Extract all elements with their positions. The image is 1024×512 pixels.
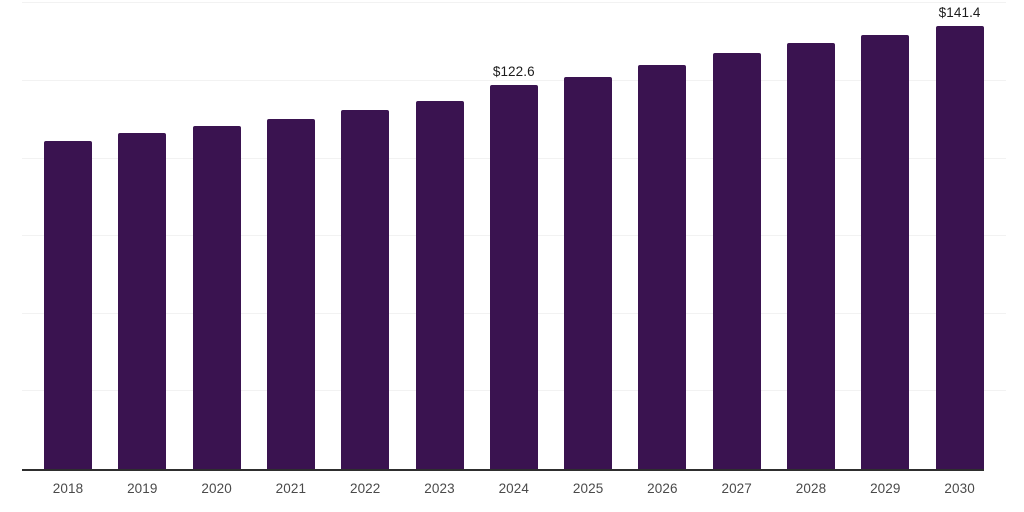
- x-tick-label: 2024: [498, 481, 530, 496]
- bar[interactable]: [935, 26, 984, 470]
- bar-group[interactable]: [118, 0, 167, 470]
- bar[interactable]: [638, 65, 687, 470]
- bar-group[interactable]: [266, 0, 315, 470]
- x-axis-line: [22, 469, 984, 471]
- bar-value-label: $141.4: [938, 5, 981, 20]
- x-tick-label: 2022: [349, 481, 381, 496]
- bar-group[interactable]: [638, 0, 687, 470]
- x-tick-label: 2023: [424, 481, 455, 496]
- bar-group[interactable]: [44, 0, 92, 470]
- bar-group[interactable]: [861, 0, 910, 470]
- x-tick-label: 2029: [870, 481, 901, 496]
- bar[interactable]: [44, 140, 92, 470]
- x-axis-tick-labels: 2018 2019 2020 2021 2022 2023 2024 2025 2026 2027…: [0, 481, 1024, 512]
- x-tick-label: 2018: [52, 481, 84, 496]
- bar-group[interactable]: [712, 0, 761, 470]
- x-tick-label: 2028: [795, 481, 827, 496]
- plot-area: $122.6 $141.4: [44, 0, 984, 470]
- bar[interactable]: [266, 118, 315, 470]
- bar[interactable]: [489, 85, 538, 470]
- x-tick-label: 2026: [647, 481, 678, 496]
- bar-group[interactable]: [564, 0, 613, 470]
- bar-group[interactable]: [341, 0, 390, 470]
- bar-group[interactable]: $122.6: [489, 0, 538, 470]
- bar[interactable]: [118, 132, 167, 470]
- bar[interactable]: [861, 35, 910, 470]
- bar[interactable]: [415, 101, 464, 470]
- bar[interactable]: [564, 77, 613, 470]
- x-tick-label: 2020: [201, 481, 232, 496]
- bar-group[interactable]: [192, 0, 241, 470]
- x-tick-label: 2021: [275, 481, 307, 496]
- x-tick-label: 2030: [944, 481, 975, 496]
- bar-group[interactable]: [415, 0, 464, 470]
- bar[interactable]: [712, 53, 761, 470]
- bar-group[interactable]: $141.4: [935, 0, 984, 470]
- x-tick-label: 2025: [572, 481, 604, 496]
- bar[interactable]: [192, 125, 241, 470]
- x-tick-label: 2027: [721, 481, 752, 496]
- bar[interactable]: [341, 110, 390, 470]
- bar-value-label: $122.6: [492, 64, 535, 79]
- x-tick-label: 2019: [127, 481, 158, 496]
- bar-group[interactable]: [787, 0, 835, 470]
- bar[interactable]: [787, 43, 835, 470]
